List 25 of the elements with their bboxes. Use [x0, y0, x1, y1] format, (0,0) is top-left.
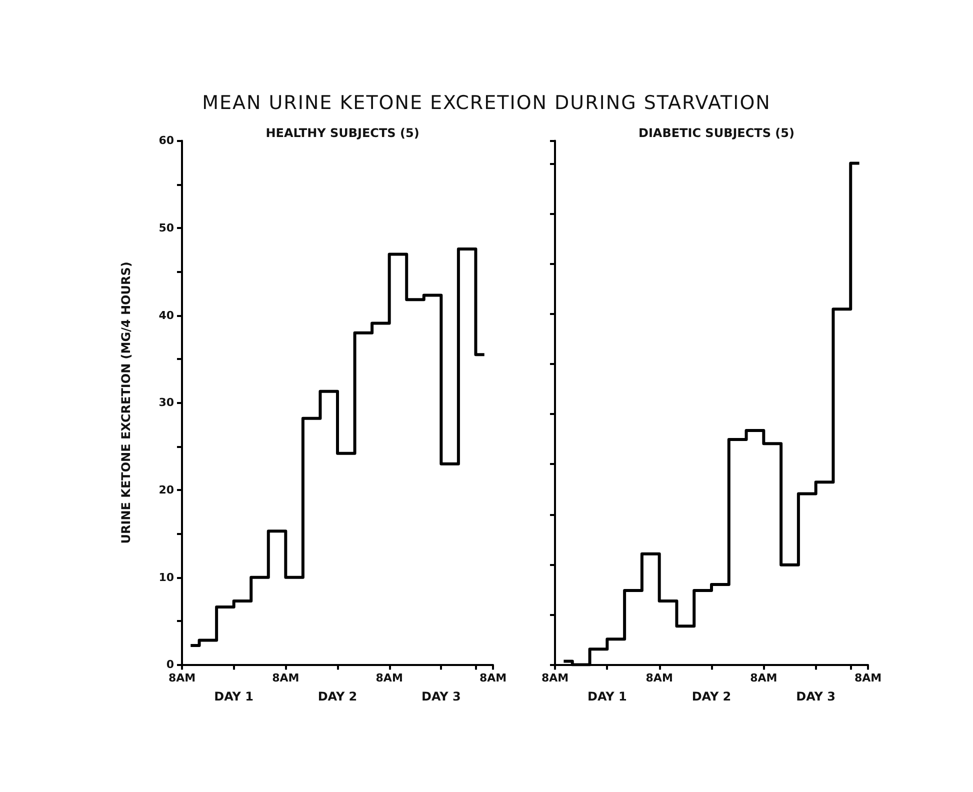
text: 8AM — [272, 672, 300, 685]
text: 8AM — [854, 672, 882, 685]
text: 8AM — [168, 672, 196, 685]
text: DAY 3 — [796, 690, 836, 704]
text: DAY 3 — [422, 690, 461, 704]
text: 8AM — [376, 672, 403, 685]
chart-title: MEAN URINE KETONE EXCRETION DURING STARVATION — [201, 92, 772, 114]
y-tick-label: 0 — [166, 658, 174, 672]
text: DAY 1 — [214, 690, 254, 704]
text: DAY 2 — [692, 690, 732, 704]
y-tick-label: 50 — [158, 222, 174, 235]
text: 8AM — [479, 672, 507, 685]
text: 8AM — [541, 672, 569, 685]
y-tick-label: 40 — [158, 308, 174, 322]
y-axis-title: URINE KETONE EXCRETION (MG/4 HOURS) — [119, 262, 133, 544]
text: 8AM — [750, 672, 778, 685]
text: DAY 1 — [588, 690, 627, 704]
text: DAY 2 — [318, 690, 358, 704]
chart-subtitle: DIABETIC SUBJECTS (5) — [638, 126, 795, 140]
y-tick-label: 60 — [158, 134, 174, 148]
chart-subtitle: HEALTHY SUBJECTS (5) — [266, 126, 420, 140]
y-tick-label: 10 — [158, 570, 174, 584]
y-tick-label: 30 — [158, 396, 174, 410]
y-tick-label: 20 — [158, 484, 174, 497]
text: 8AM — [646, 672, 673, 685]
